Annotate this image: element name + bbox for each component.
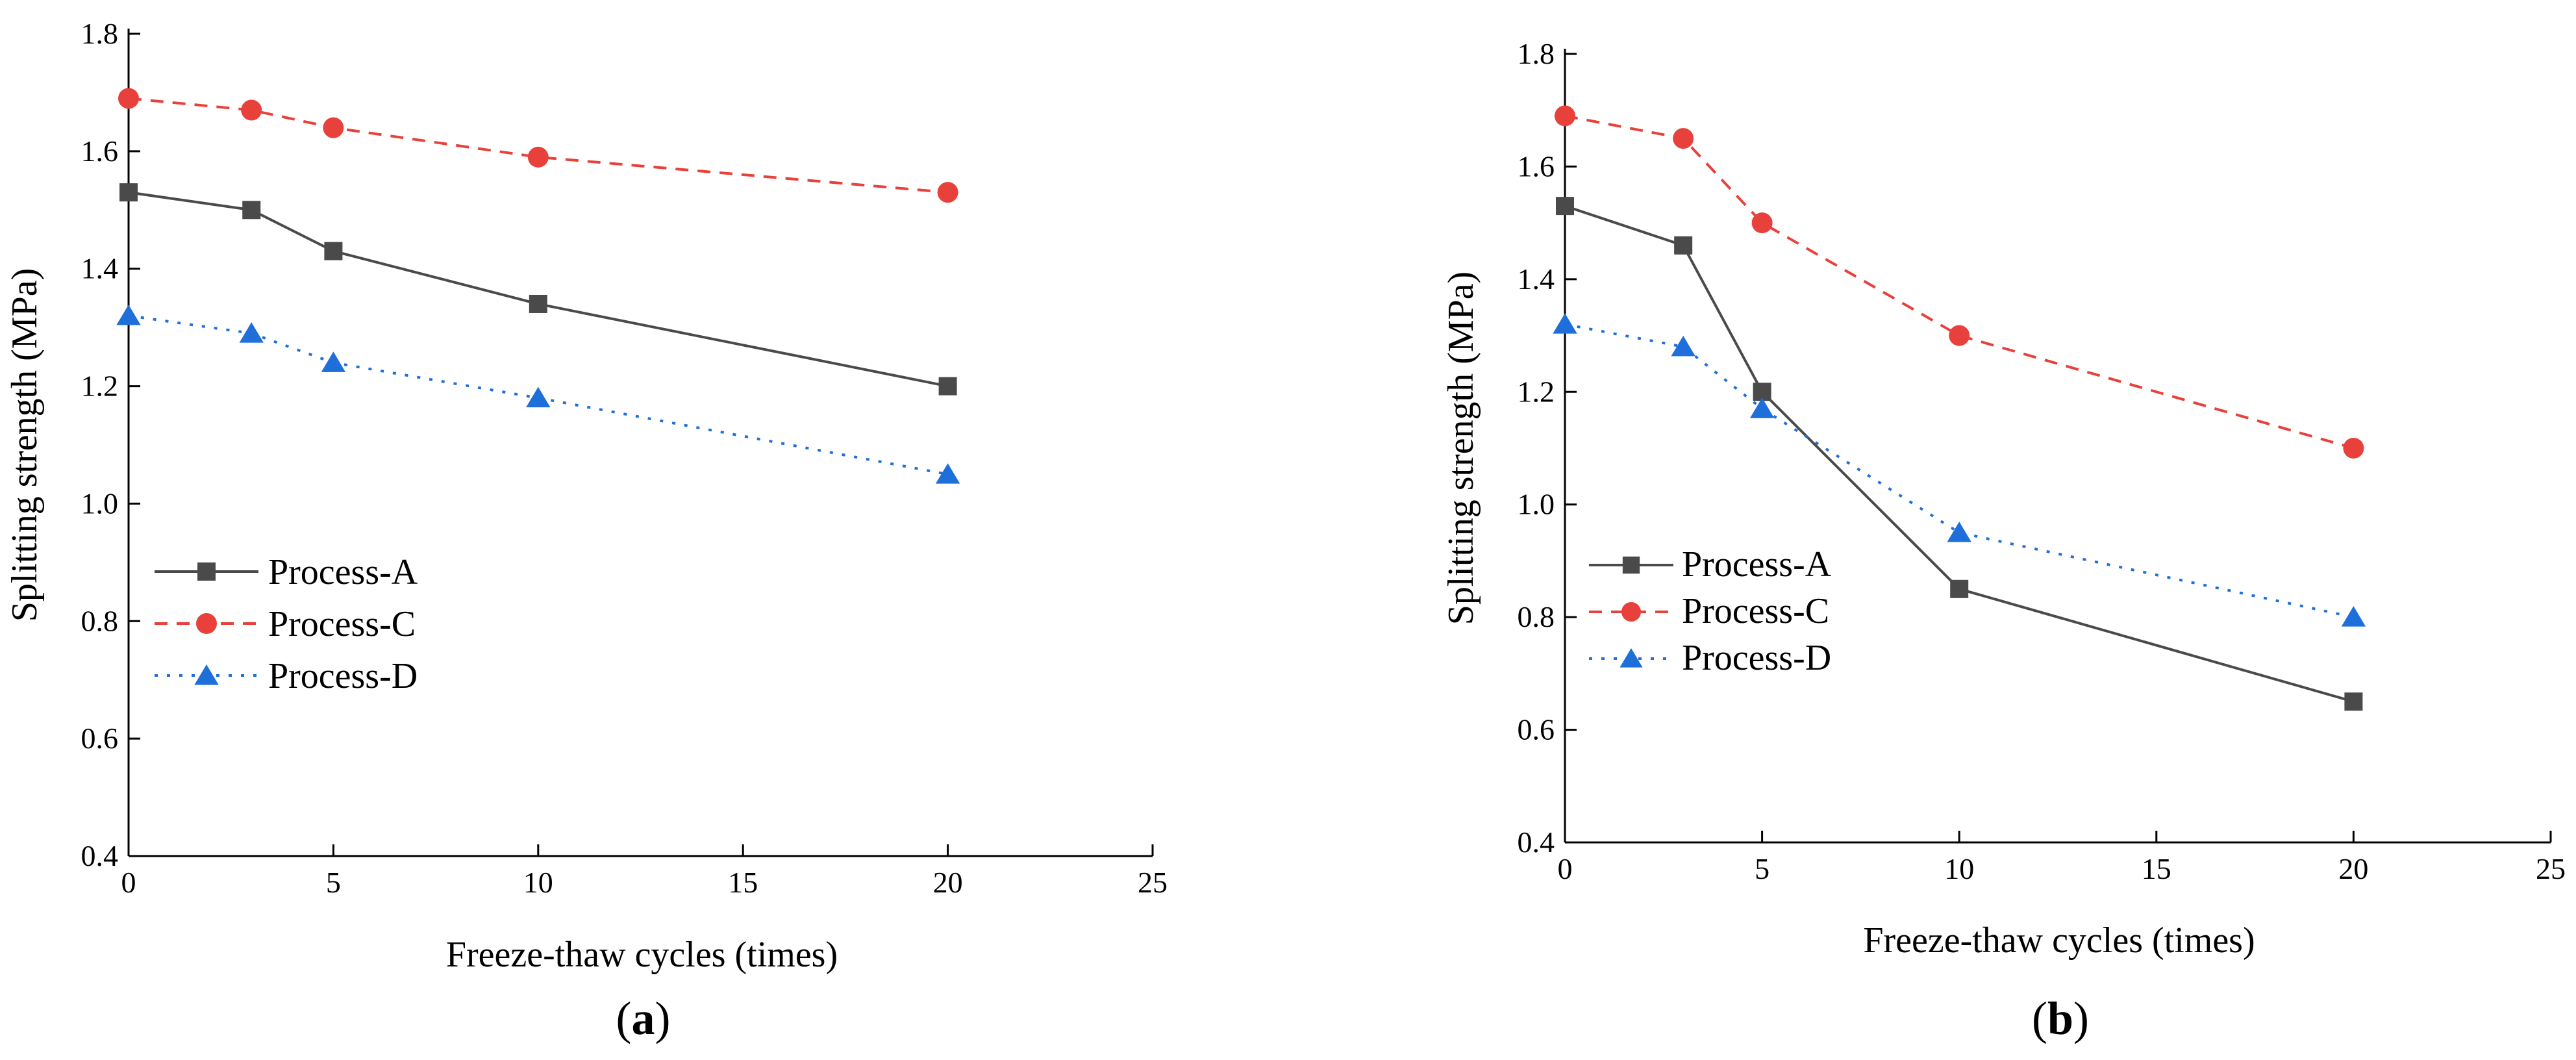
data-point — [1556, 197, 1574, 216]
series-line — [128, 191, 948, 388]
data-point — [239, 322, 264, 343]
data-point — [935, 463, 960, 484]
data-point — [324, 242, 343, 260]
y-tick-label: 1.6 — [1518, 149, 1555, 183]
x-tick-label: 15 — [2142, 852, 2171, 885]
legend-label: Process-A — [1682, 544, 1832, 585]
legend-marker — [1621, 601, 1642, 622]
data-point — [527, 146, 549, 168]
y-tick-label: 0.4 — [81, 839, 119, 872]
x-tick-label: 10 — [1944, 852, 1974, 885]
series-process-a — [1556, 197, 2363, 711]
legend-label: Process-A — [268, 552, 418, 592]
series-process-c — [1555, 105, 2364, 459]
panel-caption-open: ( — [616, 992, 632, 1044]
legend: Process-A Process-C Process-D — [1589, 544, 1832, 678]
y-tick-label: 1.2 — [81, 370, 119, 403]
data-point — [118, 88, 139, 109]
legend: Process-A Process-C Process-D — [155, 552, 418, 696]
panel-caption: (a) — [616, 992, 671, 1044]
panel-caption-letter: b — [2047, 992, 2073, 1044]
data-point — [1950, 579, 1969, 598]
data-point — [529, 294, 547, 313]
x-tick-label: 5 — [1755, 852, 1769, 885]
data-point — [1949, 325, 1970, 346]
panel-caption-letter: a — [632, 992, 655, 1044]
data-point — [937, 182, 958, 203]
series-process-d — [116, 305, 960, 484]
data-point — [2341, 606, 2366, 627]
x-tick-label: 5 — [326, 866, 341, 899]
y-tick-label: 1.4 — [81, 252, 119, 285]
data-point — [2343, 438, 2364, 459]
series-process-c — [118, 88, 958, 203]
legend-label: Process-D — [268, 656, 418, 696]
y-tick-label: 0.8 — [81, 604, 119, 637]
series-process-a — [119, 183, 957, 396]
y-tick-label: 0.4 — [1518, 826, 1555, 859]
legend-label: Process-C — [268, 604, 416, 644]
legend-marker — [196, 613, 217, 634]
legend-label: Process-C — [1682, 591, 1829, 631]
y-axis-title: Splitting strength (MPa) — [5, 268, 45, 622]
y-tick-label: 1.6 — [81, 134, 119, 168]
panel-caption-close: ) — [2073, 992, 2089, 1044]
data-point — [1749, 398, 1775, 418]
x-tick-label: 20 — [2338, 852, 2368, 885]
data-point — [242, 201, 261, 220]
legend-marker — [197, 562, 216, 581]
chart-panel-b: 0.4 0.6 0.8 1.0 1.2 1.4 1.6 1.8 0 5 10 15 20 25 Freeze… — [1441, 37, 2566, 1044]
data-point — [321, 351, 346, 372]
chart-panel-a: 0.4 0.6 0.8 1.0 1.2 1.4 1.6 1.8 0 5 10 15 20 25 Freeze… — [5, 17, 1168, 1044]
legend-marker — [194, 664, 219, 685]
x-tick-label: 0 — [1558, 852, 1573, 885]
legend-label: Process-D — [1682, 638, 1831, 678]
y-tick-label: 0.8 — [1518, 600, 1555, 633]
data-point — [1947, 522, 1971, 542]
y-tick-label: 0.6 — [81, 722, 119, 755]
series-line — [1564, 114, 2354, 449]
x-tick-label: 25 — [1138, 866, 1168, 899]
legend-marker — [1622, 556, 1640, 574]
y-tick-label: 0.6 — [1518, 713, 1555, 746]
data-point — [1555, 105, 1575, 127]
y-axis-title: Splitting strength (MPa) — [1441, 271, 1481, 625]
data-point — [526, 386, 551, 408]
data-point — [323, 117, 344, 138]
x-tick-label: 25 — [2536, 852, 2566, 885]
data-point — [2344, 692, 2363, 711]
y-tick-label: 1.8 — [81, 17, 119, 50]
data-point — [1674, 236, 1693, 255]
data-point — [1673, 128, 1694, 149]
x-axis-title: Freeze-thaw cycles (times) — [446, 935, 838, 975]
x-tick-label: 0 — [121, 866, 136, 899]
x-tick-label: 10 — [523, 866, 553, 899]
legend-marker — [1619, 648, 1643, 668]
x-axis-title: Freeze-thaw cycles (times) — [1863, 920, 2255, 961]
data-point — [1751, 212, 1773, 234]
x-tick-label: 15 — [728, 866, 758, 899]
data-point — [116, 305, 141, 325]
panel-caption-open: ( — [2032, 992, 2047, 1044]
y-tick-label: 1.0 — [1518, 488, 1555, 521]
data-point — [119, 183, 138, 202]
y-tick-label: 1.0 — [81, 486, 119, 520]
y-tick-label: 1.8 — [1518, 37, 1555, 70]
y-tick-label: 1.2 — [1518, 375, 1555, 408]
data-point — [1671, 335, 1695, 357]
data-point — [241, 99, 262, 121]
data-point — [938, 377, 957, 396]
y-tick-label: 1.4 — [1518, 262, 1555, 296]
x-tick-label: 20 — [933, 866, 963, 899]
data-point — [1553, 313, 1577, 334]
panel-caption: (b) — [2032, 992, 2089, 1044]
panel-caption-close: ) — [655, 992, 671, 1044]
series-process-d — [1553, 313, 2366, 627]
